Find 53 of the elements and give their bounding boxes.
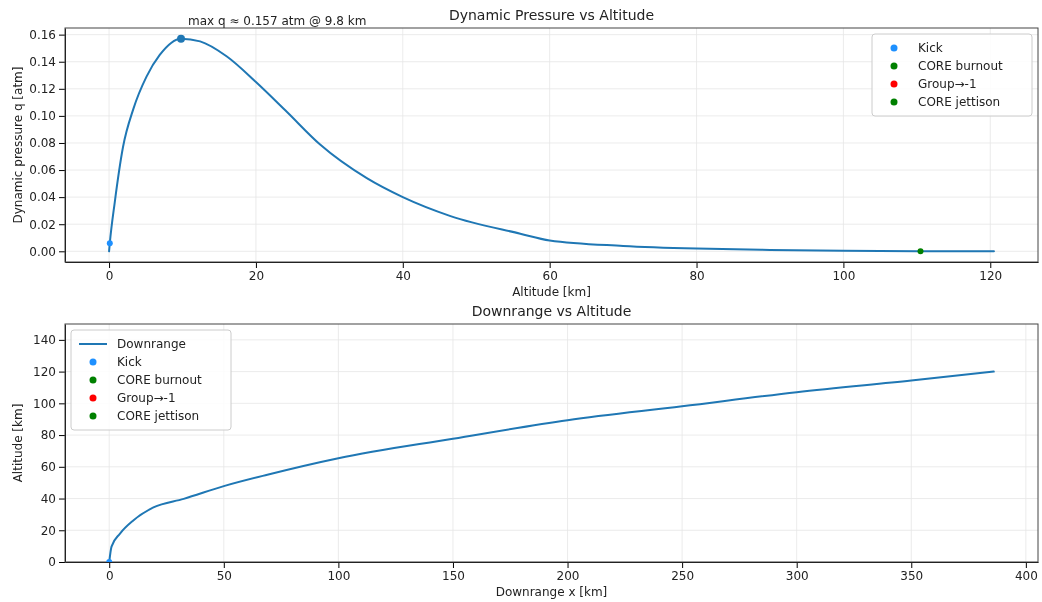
x-tick-label: 0 (105, 268, 114, 283)
y-tick-label: 0.08 (29, 136, 56, 151)
x-tick-label: 0 (105, 568, 114, 583)
x-tick-label: 250 (671, 568, 695, 583)
x-axis-title: Downrange x [km] (495, 585, 608, 599)
y-tick-label: 80 (40, 428, 56, 443)
y-tick-label: 0.02 (29, 217, 56, 232)
y-tick-label: 0.14 (29, 55, 56, 70)
chart-title: Dynamic Pressure vs Altitude (448, 7, 655, 23)
point (106, 240, 113, 247)
y-tick-label: 20 (40, 523, 56, 538)
y-tick-label: 0.16 (29, 27, 56, 42)
x-tick-label: 150 (442, 568, 465, 583)
x-tick-label: 50 (216, 568, 232, 583)
legend-label: CORE burnout (918, 59, 1004, 73)
legend-label: Kick (918, 41, 943, 55)
legend-label: Group→-1 (918, 77, 977, 91)
y-tick-label: 40 (40, 491, 56, 506)
x-tick-label: 200 (556, 568, 580, 583)
x-tick-label: 350 (900, 568, 924, 583)
legend-label: CORE jettison (918, 95, 1001, 109)
x-tick-label: 100 (327, 568, 351, 583)
y-tick-label: 0.10 (29, 109, 56, 124)
chart-title: Downrange vs Altitude (471, 303, 632, 319)
x-axis-title: Altitude [km] (512, 285, 591, 299)
x-tick-label: 80 (689, 268, 705, 283)
x-tick-label: 300 (785, 568, 809, 583)
x-tick-label: 40 (395, 268, 411, 283)
y-tick-label: 0.00 (29, 244, 56, 259)
y-axis-title: Dynamic pressure q [atm] (11, 66, 25, 224)
x-tick-label: 20 (248, 268, 265, 283)
x-tick-label: 120 (979, 268, 1003, 283)
legend-label: Group→-1 (117, 391, 176, 405)
y-tick-label: 140 (33, 333, 56, 348)
legend-label: Kick (117, 355, 142, 369)
x-tick-label: 60 (542, 268, 558, 283)
y-tick-label: 0.12 (29, 82, 56, 97)
point (917, 248, 924, 255)
y-tick-label: 0.04 (29, 190, 56, 205)
annotation: max q ≈ 0.157 atm @ 9.8 km (188, 13, 367, 28)
y-axis-title: Altitude [km] (11, 403, 25, 483)
y-tick-label: 100 (33, 396, 56, 411)
x-tick-label: 400 (1014, 568, 1038, 583)
legend-label: CORE jettison (117, 409, 200, 423)
y-tick-label: 120 (33, 364, 56, 379)
legend-label: CORE burnout (117, 373, 203, 387)
y-tick-label: 0.06 (29, 163, 56, 178)
point (177, 34, 186, 43)
x-tick-label: 100 (832, 268, 856, 283)
y-tick-label: 0 (48, 555, 56, 570)
legend-label: Downrange (117, 337, 186, 351)
y-tick-label: 60 (40, 460, 56, 475)
line-series (108, 370, 995, 562)
